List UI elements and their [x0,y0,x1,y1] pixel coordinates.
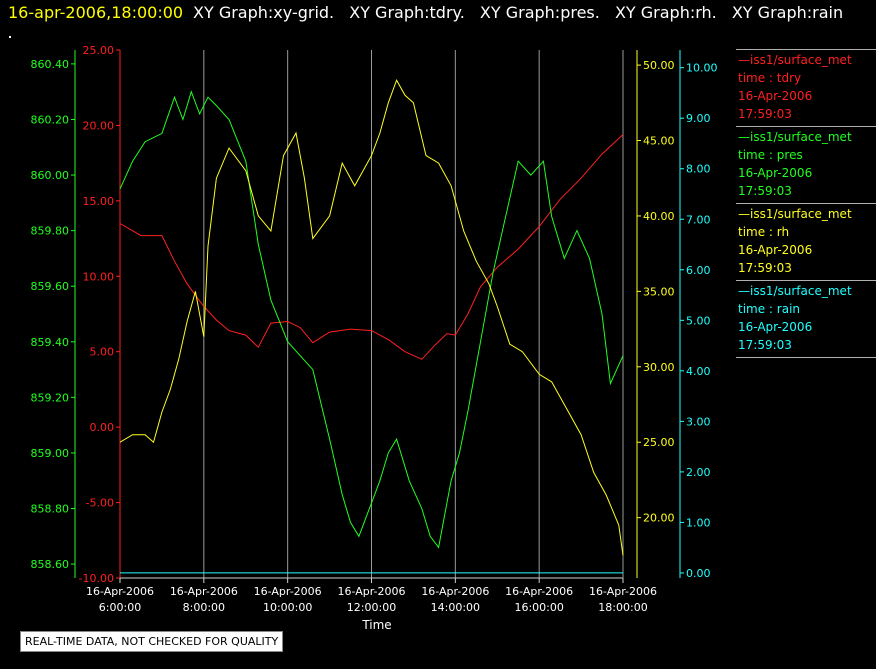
y-tick-label: 859.00 [31,447,70,460]
x-tick-date: 16-Apr-2006 [86,585,154,598]
legend-name: —iss1/surface_met [738,53,852,67]
legend-name: —iss1/surface_met [738,284,852,298]
y-tick-label: 10.00 [83,270,115,283]
y-tick-label: 20.00 [83,119,115,132]
y-tick-label: 5.00 [686,314,711,327]
y-tick-label: 0.00 [90,421,115,434]
y-tick-label: 25.00 [643,436,675,449]
quality-notice: REAL-TIME DATA, NOT CHECKED FOR QUALITY [20,631,284,652]
legend-date: 16-Apr-2006 [738,166,813,180]
y-tick-label: 6.00 [686,264,711,277]
legend-time: 17:59:03 [738,338,792,352]
series [119,79,624,574]
x-tick-date: 16-Apr-2006 [337,585,405,598]
y-tick-label: 859.40 [31,336,70,349]
legend: —iss1/surface_met time : tdry 16-Apr-2006 1… [736,49,876,358]
x-tick-time: 10:00:00 [263,601,312,614]
y-tick-label: 2.00 [686,466,711,479]
legend-date: 16-Apr-2006 [738,243,813,257]
y-tick-label: 858.60 [31,558,70,571]
y-tick-label: 15.00 [83,195,115,208]
y-tick-label: 0.00 [686,567,711,580]
y-tick-label: 859.80 [31,225,70,238]
legend-time: 17:59:03 [738,184,792,198]
dot-marker [9,36,11,38]
y-tick-label: 5.00 [90,346,115,359]
y-tick-label: 35.00 [643,285,675,298]
x-tick-time: 12:00:00 [347,601,396,614]
y-tick-label: 50.00 [643,59,675,72]
y-tick-label: 1.00 [686,516,711,529]
y-axis-pres: 858.60 858.80 859.00 859.20 859.40 859.60 859.… [31,50,76,578]
y-tick-label: 859.20 [31,391,70,404]
y-tick-label: 860.20 [31,113,70,126]
x-tick-date: 16-Apr-2006 [421,585,489,598]
y-axis-rh: 20.00 25.00 30.00 35.00 40.00 45.00 50.00 [636,50,675,578]
y-axis-rain: 0.00 1.00 2.00 3.00 4.00 5.00 6.00 7.00 8.00 9.00… [679,50,718,580]
y-tick-label: 4.00 [686,365,711,378]
y-tick-label: 858.80 [31,503,70,516]
header-timestamp: 16-apr-2006,18:00:00 [8,3,184,22]
graph-title-tdry[interactable]: XY Graph:tdry. [349,3,465,22]
x-tick-date: 16-Apr-2006 [254,585,322,598]
legend-date: 16-Apr-2006 [738,89,813,103]
graph-titles: XY Graph:xy-grid. XY Graph:tdry. XY Grap… [193,3,853,22]
y-tick-label: 9.00 [686,112,711,125]
y-tick-label: 30.00 [643,361,675,374]
x-tick-date: 16-Apr-2006 [505,585,573,598]
x-tick-date: 16-Apr-2006 [589,585,657,598]
y-tick-label: -5.00 [86,497,114,510]
x-axis: 16-Apr-2006 6:00:00 16-Apr-2006 8:00:00 16-A… [86,577,657,614]
axes: 858.60 858.80 859.00 859.20 859.40 859.60 859.… [31,44,718,585]
y-tick-label: 860.00 [31,169,70,182]
graph-title-rain[interactable]: XY Graph:rain [731,3,844,22]
y-tick-label: 45.00 [643,135,675,148]
y-tick-label: -10.00 [79,572,114,585]
x-tick-time: 18:00:00 [598,601,647,614]
legend-label: time : pres [738,148,803,162]
y-tick-label: 25.00 [83,44,115,57]
series-line-tdry [119,134,624,360]
legend-date: 16-Apr-2006 [738,320,813,334]
x-tick-time: 16:00:00 [514,601,563,614]
grid-lines [119,50,624,578]
y-tick-label: 40.00 [643,210,675,223]
legend-label: time : tdry [738,71,802,85]
y-tick-label: 860.40 [31,58,70,71]
legend-time: 17:59:03 [738,107,792,121]
legend-time: 17:59:03 [738,261,792,275]
y-tick-label: 7.00 [686,213,711,226]
x-tick-time: 8:00:00 [183,601,225,614]
y-tick-label: 859.60 [31,280,70,293]
y-axis-tdry: -10.00 -5.00 0.00 5.00 10.00 15.00 20.00 25.00 [79,44,121,585]
y-tick-label: 20.00 [643,512,675,525]
series-line-rh [119,79,624,556]
graph-header: 16-apr-2006,18:00:00 XY Graph:xy-grid. X… [0,0,876,26]
x-tick-time: 6:00:00 [99,601,141,614]
series-line-pres [119,90,624,549]
x-tick-time: 14:00:00 [431,601,480,614]
legend-label: time : rain [738,302,801,316]
legend-label: time : rh [738,225,790,239]
legend-bottom-rule [736,357,876,358]
y-tick-label: 8.00 [686,163,711,176]
graph-title-xy-grid[interactable]: XY Graph:xy-grid. [193,3,335,22]
y-tick-label: 10.00 [686,62,718,75]
y-tick-label: 3.00 [686,415,711,428]
x-axis-label: Time [361,618,391,632]
legend-name: —iss1/surface_met [738,130,852,144]
x-tick-date: 16-Apr-2006 [170,585,238,598]
graph-title-rh[interactable]: XY Graph:rh. [614,3,717,22]
graph-title-pres[interactable]: XY Graph:pres. [479,3,600,22]
legend-name: —iss1/surface_met [738,207,852,221]
